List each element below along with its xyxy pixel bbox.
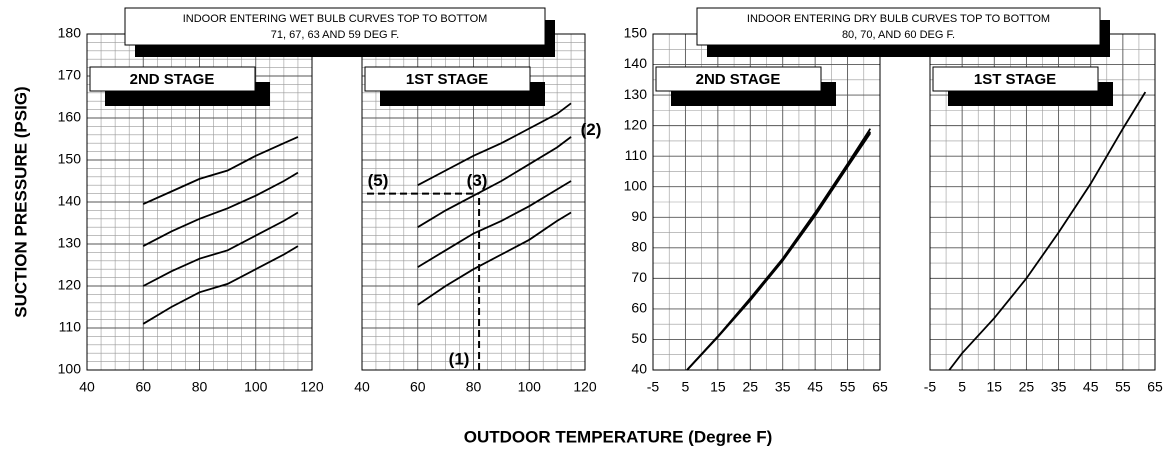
curve: [417, 136, 572, 228]
x-tick-label: 15: [986, 379, 1002, 395]
y-tick-label: 150: [58, 151, 82, 167]
y-tick-label: 130: [58, 235, 82, 251]
y-tick-label: 60: [631, 300, 647, 316]
y-tick-label: 100: [58, 361, 82, 377]
y-tick-label: 90: [631, 208, 647, 224]
stage-title: 1ST STAGE: [406, 71, 488, 88]
y-tick-label: 70: [631, 269, 647, 285]
y-tick-label: 40: [631, 361, 647, 377]
x-tick-label: 100: [518, 379, 542, 395]
curve: [417, 102, 572, 186]
x-tick-label: 35: [1051, 379, 1067, 395]
curve: [686, 132, 872, 371]
stage-title: 2ND STAGE: [696, 71, 781, 88]
curve: [417, 211, 572, 306]
curve: [948, 91, 1147, 371]
y-tick-label: 80: [631, 239, 647, 255]
stage-title: 2ND STAGE: [130, 71, 215, 88]
x-tick-label: 35: [775, 379, 791, 395]
y-tick-label: 160: [58, 109, 82, 125]
y-axis-label: SUCTION PRESSURE (PSIG): [11, 86, 30, 317]
y-tick-label: 120: [624, 116, 648, 132]
x-tick-label: 60: [410, 379, 426, 395]
x-tick-label: 45: [807, 379, 823, 395]
x-tick-label: 65: [872, 379, 888, 395]
x-tick-label: 5: [682, 379, 690, 395]
header-text: 80, 70, AND 60 DEG F.: [842, 29, 955, 41]
x-tick-label: 40: [354, 379, 370, 395]
header-text: 71, 67, 63 AND 59 DEG F.: [271, 29, 399, 41]
x-tick-label: 55: [840, 379, 856, 395]
x-tick-label: 60: [135, 379, 151, 395]
header-box: [696, 7, 1101, 46]
header-box: [124, 7, 546, 46]
x-tick-label: 120: [573, 379, 597, 395]
y-tick-label: 110: [625, 147, 648, 163]
header-text: INDOOR ENTERING WET BULB CURVES TOP TO B…: [183, 13, 488, 25]
annotation: (3): [467, 171, 488, 190]
curve: [142, 245, 299, 325]
y-tick-label: 150: [624, 25, 648, 41]
y-tick-label: 130: [624, 86, 648, 102]
curve: [142, 211, 299, 287]
x-tick-label: 120: [300, 379, 324, 395]
stage-box: [89, 66, 256, 92]
y-tick-label: 50: [631, 330, 647, 346]
header-text: INDOOR ENTERING DRY BULB CURVES TOP TO B…: [747, 13, 1050, 25]
x-tick-label: 65: [1147, 379, 1163, 395]
x-tick-label: 40: [79, 379, 95, 395]
curve: [142, 171, 299, 247]
y-tick-label: 170: [58, 67, 82, 83]
annotation: (5): [368, 171, 389, 190]
y-tick-label: 140: [624, 55, 648, 71]
x-tick-label: 15: [710, 379, 726, 395]
x-tick-label: 25: [1019, 379, 1035, 395]
annotation: (1): [449, 349, 470, 368]
x-tick-label: -5: [647, 379, 660, 395]
curve: [142, 136, 299, 205]
x-tick-label: 45: [1083, 379, 1099, 395]
stage-box: [932, 66, 1099, 92]
y-tick-label: 140: [58, 193, 82, 209]
x-tick-label: 25: [742, 379, 758, 395]
stage-box: [364, 66, 531, 92]
y-tick-label: 180: [58, 25, 82, 41]
x-tick-label: 5: [958, 379, 966, 395]
stage-title: 1ST STAGE: [974, 71, 1056, 88]
y-tick-label: 100: [624, 177, 648, 193]
x-tick-label: 80: [466, 379, 482, 395]
stage-box: [655, 66, 822, 92]
y-tick-label: 110: [59, 319, 82, 335]
x-tick-label: 100: [244, 379, 268, 395]
annotation: (2): [581, 120, 602, 139]
x-tick-label: -5: [924, 379, 937, 395]
x-tick-label: 80: [192, 379, 208, 395]
x-axis-label: OUTDOOR TEMPERATURE (Degree F): [464, 427, 773, 446]
y-tick-label: 120: [58, 277, 82, 293]
x-tick-label: 55: [1115, 379, 1131, 395]
curve: [417, 180, 572, 268]
